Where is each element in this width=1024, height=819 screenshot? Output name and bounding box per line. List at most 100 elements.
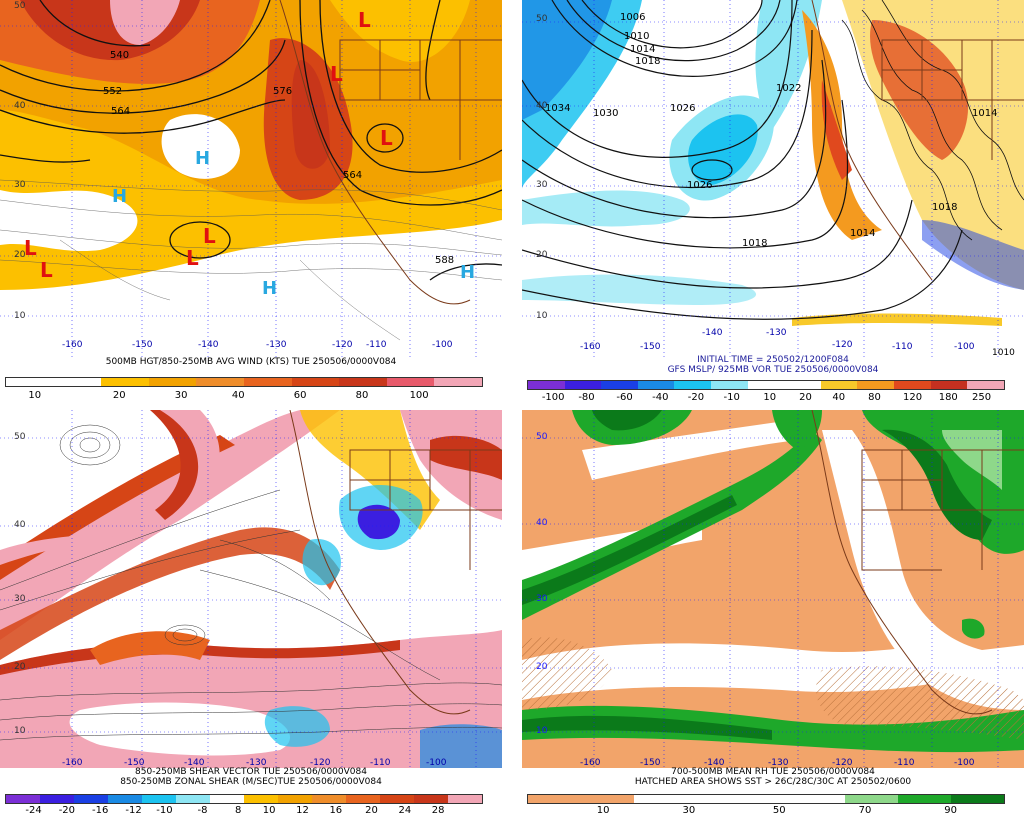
colorbar-swatch bbox=[784, 381, 821, 389]
lat-label-30: 30 bbox=[536, 180, 548, 190]
isobar-label: 1006 bbox=[620, 12, 646, 23]
isobar-label: 1034 bbox=[545, 103, 571, 114]
contour-label: 564 bbox=[111, 106, 131, 117]
colorbar bbox=[527, 794, 1005, 804]
colorbar-label: -20 bbox=[687, 392, 705, 403]
colorbar-swatch bbox=[176, 795, 210, 803]
colorbar-label: -80 bbox=[578, 392, 595, 403]
low-pressure-marker: L bbox=[186, 246, 199, 270]
colorbar-swatch bbox=[967, 381, 1004, 389]
colorbar-swatch bbox=[633, 795, 687, 803]
colorbar-swatch bbox=[448, 795, 482, 803]
panel-caption: 500MB HGT/850-250MB AVG WIND (KTS) TUE 2… bbox=[105, 357, 397, 367]
lat-label-40: 40 bbox=[536, 101, 548, 111]
colorbar-swatch bbox=[291, 378, 340, 386]
colorbar-swatch bbox=[951, 795, 1005, 803]
map-mslp bbox=[522, 0, 1024, 358]
colorbar-swatch bbox=[564, 381, 602, 389]
lat-label-50: 50 bbox=[536, 432, 548, 442]
map-shear bbox=[0, 410, 502, 768]
colorbar-swatch bbox=[580, 795, 634, 803]
lon-label: -150 bbox=[640, 758, 661, 768]
colorbar-swatch bbox=[312, 795, 346, 803]
panel-caption-line1: INITIAL TIME = 250502/1200F084 bbox=[697, 355, 849, 365]
colorbar-swatch bbox=[6, 378, 54, 386]
contour-label: 564 bbox=[343, 170, 363, 181]
contour-label: 540 bbox=[110, 50, 130, 61]
colorbar-label: 40 bbox=[832, 392, 846, 403]
lat-label-50: 50 bbox=[14, 1, 26, 11]
colorbar-swatch bbox=[686, 795, 740, 803]
colorbar-label: 12 bbox=[296, 805, 309, 816]
lat-label-20: 20 bbox=[14, 250, 26, 260]
colorbar-swatch bbox=[792, 795, 846, 803]
colorbar-swatch bbox=[820, 381, 858, 389]
lat-label-10: 10 bbox=[14, 726, 26, 736]
lon-label: -130 bbox=[766, 328, 787, 338]
colorbar-label: 250 bbox=[972, 392, 992, 403]
colorbar-swatch bbox=[210, 795, 244, 803]
colorbar-swatch bbox=[142, 795, 176, 803]
colorbar-label: -12 bbox=[125, 805, 142, 816]
colorbar-label: 10 bbox=[596, 805, 610, 816]
colorbar-label: 180 bbox=[938, 392, 958, 403]
high-pressure-marker: H bbox=[460, 262, 476, 283]
lon-label: -140 bbox=[184, 758, 205, 768]
high-pressure-marker: H bbox=[195, 148, 211, 169]
panel-shear: 50 40 30 20 10 -160 -150 -140 -130 -120 … bbox=[0, 410, 502, 819]
lon-label: -150 bbox=[132, 340, 153, 350]
colorbar-label: -60 bbox=[616, 392, 633, 403]
low-pressure-marker: L bbox=[203, 224, 216, 248]
low-pressure-marker: L bbox=[358, 8, 371, 32]
contour-label: 576 bbox=[273, 86, 293, 97]
colorbar-label: 20 bbox=[799, 392, 812, 403]
colorbar bbox=[527, 380, 1005, 390]
lat-label-30: 30 bbox=[536, 594, 548, 604]
lon-label: -140 bbox=[198, 340, 219, 350]
low-pressure-marker: L bbox=[330, 62, 343, 86]
colorbar-swatch bbox=[101, 378, 149, 386]
lat-label-40: 40 bbox=[14, 520, 26, 530]
lat-label-40: 40 bbox=[536, 518, 548, 528]
colorbar-swatch bbox=[108, 795, 142, 803]
colorbar-label: 80 bbox=[355, 390, 369, 401]
isobar-label: 1022 bbox=[776, 83, 802, 94]
isobar-label: 1014 bbox=[972, 108, 998, 119]
lon-label: -160 bbox=[580, 758, 601, 768]
colorbar-label: 20 bbox=[112, 390, 126, 401]
contour-label: 588 bbox=[435, 255, 455, 266]
lon-label: -130 bbox=[246, 758, 267, 768]
lon-label: -150 bbox=[640, 342, 661, 352]
colorbar-swatch bbox=[845, 795, 899, 803]
colorbar-label: 16 bbox=[329, 805, 343, 816]
contour-label: 552 bbox=[103, 86, 123, 97]
colorbar-labels: 10 20 30 40 60 80 100 bbox=[5, 390, 481, 402]
panel-500mb-height-wind: 50 40 30 20 10 -160 -150 -140 -130 -120 … bbox=[0, 0, 502, 409]
colorbar-label: 70 bbox=[858, 805, 872, 816]
lat-label-50: 50 bbox=[536, 14, 548, 24]
colorbar-label: 24 bbox=[398, 805, 412, 816]
colorbar-swatch bbox=[53, 378, 102, 386]
colorbar-swatch bbox=[528, 381, 565, 389]
colorbar-swatch bbox=[711, 381, 748, 389]
isobar-label: 1014 bbox=[850, 228, 876, 239]
colorbar-swatch bbox=[386, 378, 435, 386]
isobar-label: 1010 bbox=[992, 348, 1015, 358]
colorbar-swatch bbox=[339, 378, 387, 386]
colorbar-label: 30 bbox=[682, 805, 696, 816]
lon-label: -100 bbox=[426, 758, 447, 768]
lon-label: -130 bbox=[768, 758, 789, 768]
lon-label: -140 bbox=[702, 328, 723, 338]
lat-label-10: 10 bbox=[536, 311, 548, 321]
lon-label: -120 bbox=[310, 758, 331, 768]
lon-label: -160 bbox=[62, 340, 83, 350]
colorbar-swatch bbox=[739, 795, 793, 803]
colorbar-swatch bbox=[148, 378, 197, 386]
colorbar-swatch bbox=[898, 795, 952, 803]
colorbar-swatch bbox=[894, 381, 931, 389]
panel-caption-line1: 700-500MB MEAN RH TUE 250506/0000V084 bbox=[671, 767, 875, 777]
colorbar-label: 20 bbox=[365, 805, 378, 816]
isobar-label: 1026 bbox=[687, 180, 713, 191]
colorbar-swatch bbox=[930, 381, 968, 389]
colorbar-label: -24 bbox=[25, 805, 42, 816]
